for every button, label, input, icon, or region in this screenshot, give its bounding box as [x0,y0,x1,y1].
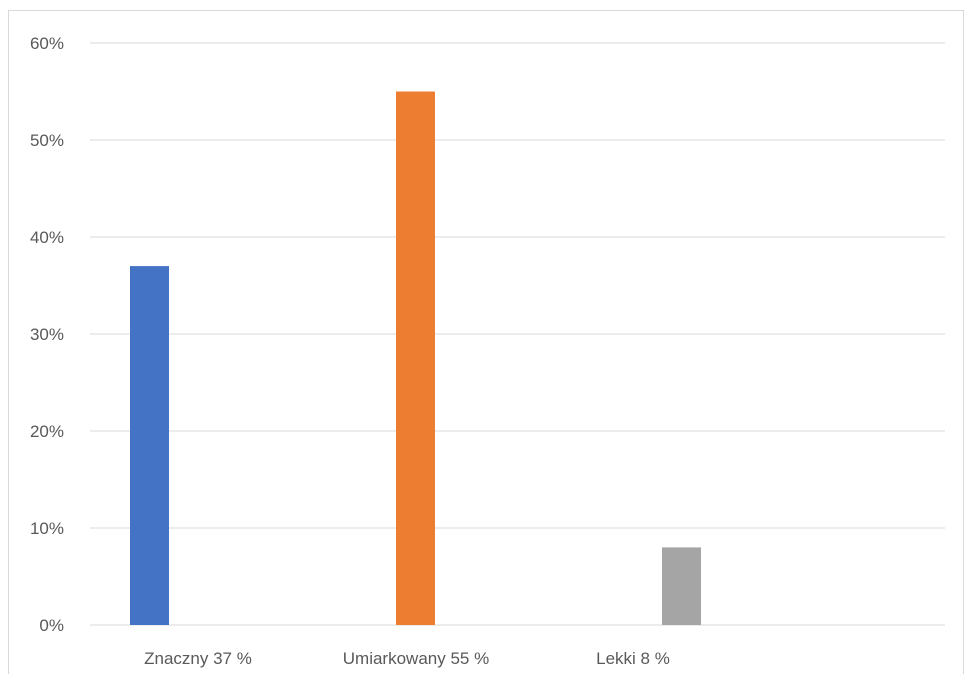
y-tick-label: 30% [30,325,64,344]
x-tick-label: Lekki 8 % [596,649,670,668]
bar [396,91,435,625]
bar [662,547,701,625]
y-tick-label: 60% [30,34,64,53]
x-axis-tick-labels: Znaczny 37 % Umiarkowany 55 % Lekki 8 % [144,649,670,668]
gridlines [90,42,945,626]
x-tick-label: Znaczny 37 % [144,649,252,668]
y-tick-label: 0% [39,616,64,635]
y-tick-label: 40% [30,228,64,247]
y-tick-label: 50% [30,131,64,150]
bars [130,91,701,625]
x-tick-label: Umiarkowany 55 % [343,649,489,668]
y-tick-label: 10% [30,519,64,538]
bar [130,266,169,625]
y-tick-label: 20% [30,422,64,441]
y-axis-tick-labels: 0% 10% 20% 30% 40% 50% 60% [30,34,64,635]
